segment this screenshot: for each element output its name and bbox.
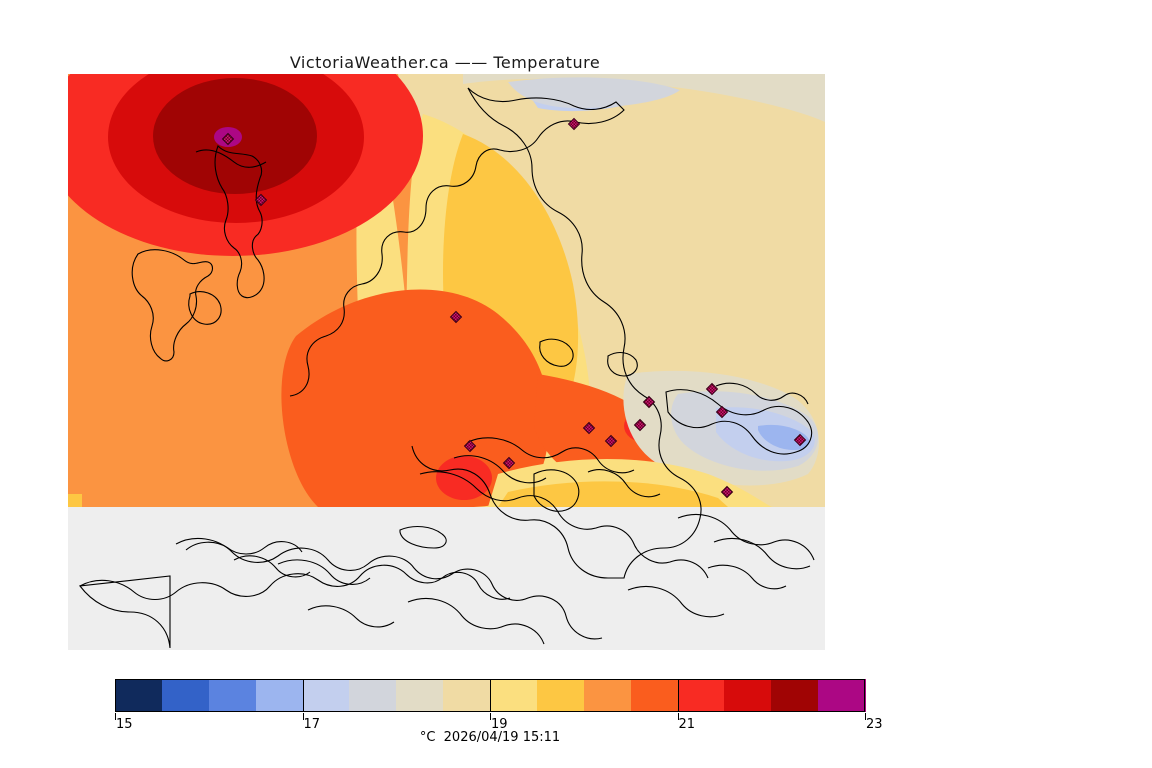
colorbar-divider-19 <box>490 679 491 712</box>
colorbar-segment-7 <box>443 679 491 712</box>
colorbar-segment-5 <box>349 679 397 712</box>
colorbar-divider-21 <box>677 679 679 712</box>
station-east-strait[interactable] <box>715 405 729 419</box>
colorbar-tick-23 <box>865 713 866 720</box>
contour-band-19.5-sw <box>68 494 82 507</box>
colorbar-segment-1 <box>161 679 210 712</box>
contour-field <box>68 74 825 507</box>
colorbar-divider-17 <box>302 679 304 712</box>
colorbar-segment-15 <box>818 679 866 712</box>
contour-band-19.5-south <box>498 481 728 507</box>
coastline-se-landmass-south <box>627 585 725 618</box>
contour-band-21.0-pocket <box>436 456 492 500</box>
station-midsouth[interactable] <box>502 456 516 470</box>
coastline-sw-corner <box>78 575 171 649</box>
station-far-east[interactable] <box>793 433 807 447</box>
station-hot-pocket[interactable] <box>633 418 647 432</box>
contour-band-16.5-east <box>758 424 810 450</box>
coastline-se-landmass-mid <box>713 537 811 570</box>
colorbar-caption: °C 2026/04/19 15:11 <box>419 730 561 745</box>
station-ne-shore[interactable] <box>705 382 719 396</box>
colorbar-segment-8 <box>490 679 538 712</box>
coastline-inland-lake-north <box>607 351 638 377</box>
colorbar-segment-14 <box>771 679 819 712</box>
colorbar-segment-13 <box>724 679 772 712</box>
coastline-ridge <box>195 149 267 168</box>
coastline-south-island-top <box>185 541 303 555</box>
coastline-se-landmass-north <box>677 513 815 561</box>
colorbar-tick-label-15: 15 <box>116 717 133 732</box>
coastline-south-islet <box>587 469 661 498</box>
station-north-coast[interactable] <box>567 117 581 131</box>
colorbar-segment-9 <box>536 679 585 712</box>
colorbar-segment-11 <box>630 679 679 712</box>
colorbar-segment-2 <box>208 679 257 712</box>
coastline-inland-lake-sw <box>188 291 222 325</box>
coastline-inland-lake-east <box>533 469 580 512</box>
station-marker-group[interactable] <box>221 117 807 499</box>
coastline-south-bay-north <box>467 437 635 474</box>
station-central-west[interactable] <box>449 310 463 324</box>
coastline-se-landmass-inner <box>707 564 787 590</box>
colorbar-tick-label-21: 21 <box>678 717 696 732</box>
station-harbour[interactable] <box>582 421 596 435</box>
coastline-south-island-south <box>307 605 395 628</box>
coastline-inland-lake-central <box>539 338 574 367</box>
station-se-point[interactable] <box>720 485 734 499</box>
colorbar-tick-19 <box>490 713 491 720</box>
colorbar-segment-6 <box>396 679 444 712</box>
page-title: VictoriaWeather.ca —— Temperature <box>289 53 601 72</box>
coastline-central-mainland <box>289 87 625 397</box>
station-peninsula[interactable] <box>463 439 477 453</box>
colorbar-segment-0 <box>115 679 163 712</box>
contour-band-20.5-lobe <box>281 289 550 507</box>
station-nw-peak[interactable] <box>221 132 235 146</box>
coastline-east-peninsula <box>715 382 809 405</box>
contour-band-20.5-east-tongue <box>534 374 673 489</box>
coastline-west-island <box>131 249 214 362</box>
coastline-south-island-inlet <box>233 555 311 578</box>
coastline-east-mainland <box>411 87 702 579</box>
coastline-south-shore <box>419 471 709 579</box>
colorbar-tick-17 <box>302 713 304 720</box>
contour-band-18.0-north <box>463 74 825 122</box>
colorbar-tick-label-17: 17 <box>303 717 321 732</box>
coastline-group <box>78 87 815 649</box>
coastline-northwest-island <box>214 145 265 299</box>
colorbar-gradient[interactable] <box>115 679 866 712</box>
colorbar-tick-21 <box>677 713 679 720</box>
colorbar-tick-label-19: 19 <box>491 717 508 732</box>
station-inner-bay[interactable] <box>604 434 618 448</box>
temperature-map-panel[interactable] <box>68 74 825 650</box>
temperature-contour-svg <box>68 74 825 650</box>
station-nw-inlet[interactable] <box>254 193 268 207</box>
colorbar-tick-label-23: 23 <box>866 717 883 732</box>
station-east-inlet[interactable] <box>642 395 656 409</box>
contour-band-17.5-north <box>508 77 680 108</box>
coastline-south-island-mid <box>277 559 371 585</box>
colorbar-segment-12 <box>677 679 725 712</box>
colorbar-segment-3 <box>255 679 304 712</box>
colorbar-segment-4 <box>302 679 350 712</box>
colorbar-tick-15 <box>115 713 116 720</box>
coastline-south-island-outline <box>175 537 603 640</box>
colorbar-segment-10 <box>583 679 632 712</box>
coastline-south-island-se <box>407 597 545 645</box>
coastline-inland-lake-west <box>399 525 447 549</box>
